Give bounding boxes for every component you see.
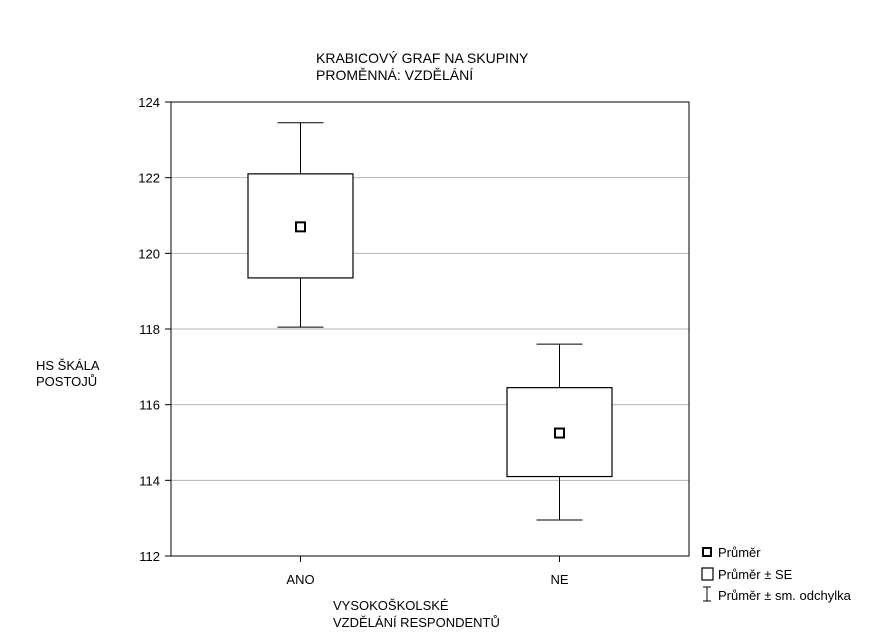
y-tick-label-6: 124 — [138, 95, 160, 110]
legend-label-mean: Průměr — [718, 545, 761, 560]
x-tick-label-1: NE — [550, 572, 568, 587]
se-box-ano — [247, 173, 354, 279]
legend-mean-symbol — [702, 547, 712, 557]
legend-whisker-symbol — [703, 586, 711, 602]
y-tick-label-5: 122 — [138, 171, 160, 186]
y-axis-label-line-2: POSTOJŮ — [36, 374, 97, 389]
legend: Průměr Průměr ± SE Průměr ± sm. odchylka — [701, 545, 852, 603]
x-tick-label-0: ANO — [286, 572, 314, 587]
y-tick-label-3: 118 — [139, 322, 160, 337]
legend-label-whisker: Průměr ± sm. odchylka — [718, 588, 852, 603]
plot-marks — [247, 122, 613, 521]
y-tick-label-0: 112 — [139, 549, 160, 564]
chart-title-line-2: PROMĚNNÁ: VZDĚLÁNÍ — [316, 67, 473, 83]
mean-marker-ano — [295, 221, 306, 233]
mean-marker-ne — [554, 427, 565, 439]
chart-title-line-1: KRABICOVÝ GRAF NA SKUPINY — [316, 50, 529, 66]
y-tick-label-2: 116 — [139, 398, 160, 413]
y-tick-label-1: 114 — [139, 473, 160, 488]
axis-ticks: 112 114 116 118 120 122 124 ANO NE — [138, 95, 569, 587]
y-tick-label-4: 120 — [138, 246, 160, 261]
x-axis-label-line-1: VYSOKOŠKOLSKÉ — [333, 598, 449, 613]
legend-box-symbol — [701, 567, 714, 581]
legend-label-box: Průměr ± SE — [718, 567, 793, 582]
y-axis-label-line-1: HS ŠKÁLA — [36, 358, 100, 373]
x-axis-label-line-2: VZDĚLÁNÍ RESPONDENTŮ — [333, 615, 500, 630]
